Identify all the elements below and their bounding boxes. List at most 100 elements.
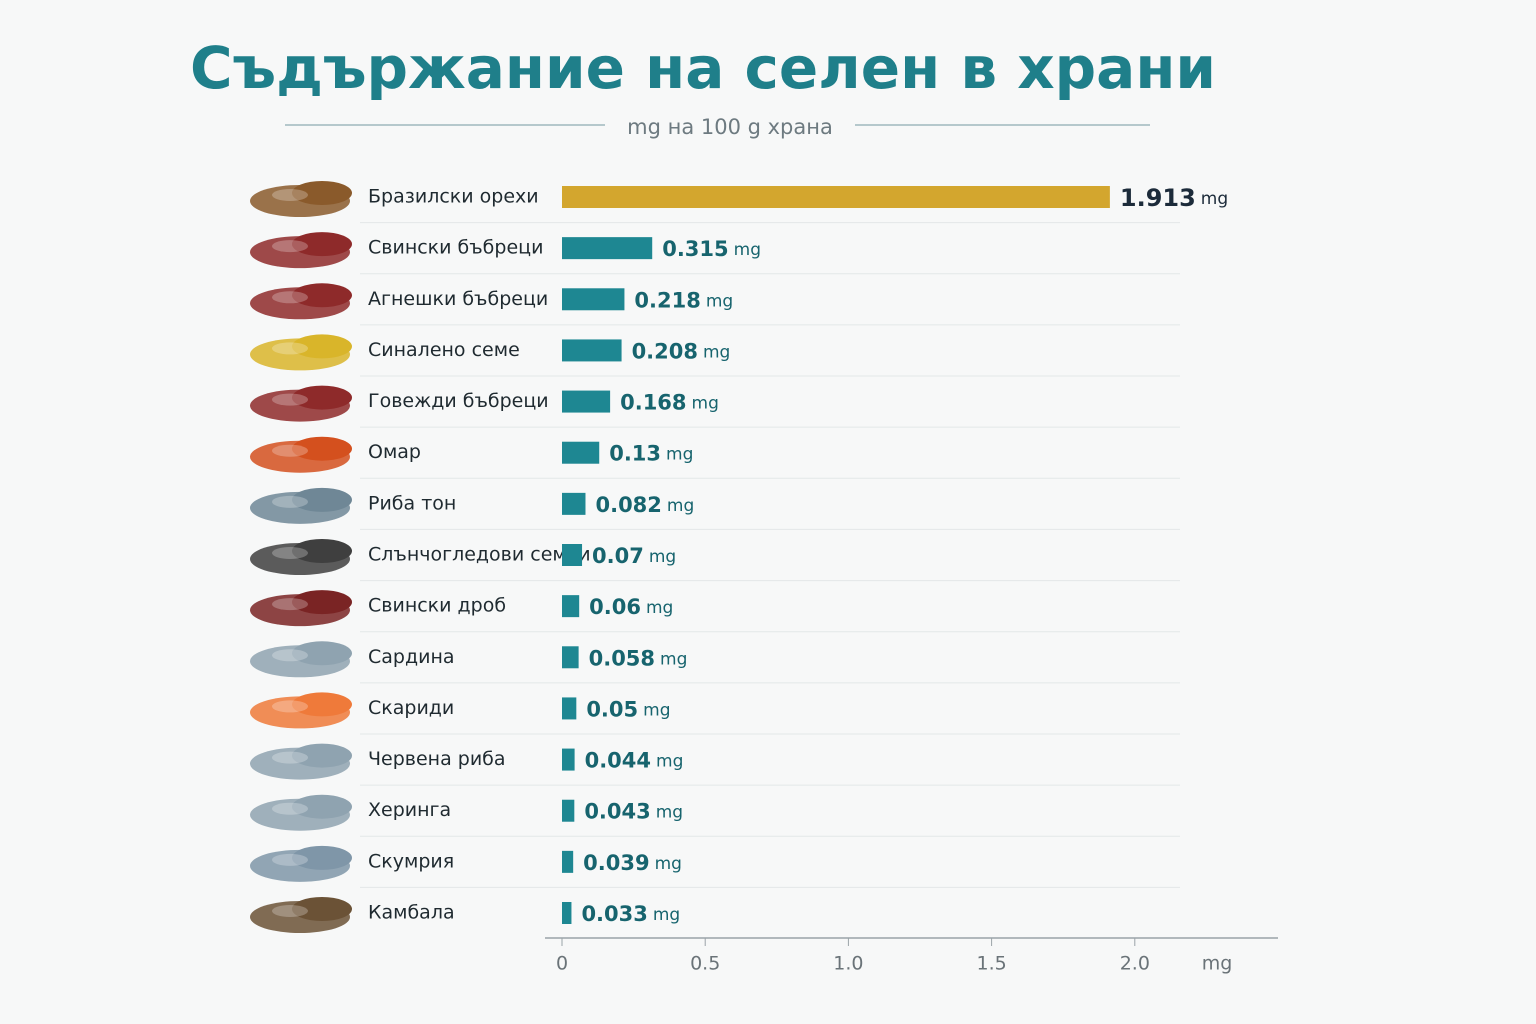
bar <box>562 339 622 362</box>
food-icon <box>250 487 352 524</box>
value-number: 0.06 <box>589 595 641 619</box>
category-label: Бразилски орехи <box>368 186 539 208</box>
bar <box>562 850 574 873</box>
food-shape <box>292 794 352 819</box>
food-shape <box>292 181 352 205</box>
value-label: 0.06 mg <box>589 595 673 619</box>
food-highlight <box>272 342 308 355</box>
food-highlight <box>272 189 308 201</box>
value-unit: mg <box>666 445 693 465</box>
value-label: 1.913 mg <box>1120 184 1228 212</box>
value-number: 0.058 <box>589 646 655 670</box>
bar <box>562 441 600 464</box>
value-label: 0.043 mg <box>584 800 683 824</box>
value-label: 0.039 mg <box>583 851 682 875</box>
food-icon <box>250 897 352 933</box>
x-tick-label: 0.5 <box>690 953 720 975</box>
bar <box>562 186 1110 208</box>
food-shape <box>292 539 352 563</box>
value-number: 0.07 <box>592 544 644 568</box>
bar <box>562 902 572 924</box>
value-label: 0.058 mg <box>589 646 688 670</box>
bar <box>562 492 586 515</box>
category-label: Слънчогледови семки <box>368 544 591 566</box>
food-shape <box>292 487 352 512</box>
food-icon <box>250 590 352 627</box>
food-icon <box>250 539 352 575</box>
category-label: Скариди <box>368 697 454 719</box>
food-icon <box>250 334 352 371</box>
food-icon <box>250 283 352 320</box>
food-icon <box>250 181 352 217</box>
food-icon <box>250 743 352 780</box>
food-shape <box>292 334 352 359</box>
value-label: 0.13 mg <box>609 442 693 466</box>
value-unit: mg <box>703 342 730 362</box>
value-number: 0.044 <box>585 749 651 773</box>
chart-title: Съдържание на селен в храни <box>190 34 1216 102</box>
food-shape <box>292 385 352 410</box>
food-icon <box>250 845 352 882</box>
food-shape <box>292 283 352 308</box>
food-highlight <box>272 240 308 253</box>
food-highlight <box>272 598 308 611</box>
value-number: 0.315 <box>662 237 728 261</box>
value-unit: mg <box>656 803 683 823</box>
food-icon <box>250 232 352 269</box>
food-highlight <box>272 905 308 917</box>
value-number: 0.039 <box>583 851 649 875</box>
food-shape <box>292 436 352 461</box>
value-number: 1.913 <box>1120 184 1196 212</box>
food-icon <box>250 794 352 831</box>
value-label: 0.208 mg <box>632 339 731 363</box>
value-number: 0.043 <box>584 800 650 824</box>
food-highlight <box>272 751 308 764</box>
value-number: 0.082 <box>595 493 661 517</box>
food-highlight <box>272 495 308 508</box>
value-unit: mg <box>734 240 761 260</box>
category-label: Свински дроб <box>368 595 506 617</box>
food-highlight <box>272 649 308 662</box>
value-unit: mg <box>655 854 682 874</box>
bar <box>562 544 583 566</box>
bar <box>562 237 653 260</box>
category-label: Свински бъбреци <box>368 237 543 259</box>
value-label: 0.033 mg <box>581 902 680 926</box>
food-shape <box>292 232 352 257</box>
value-label: 0.315 mg <box>662 237 761 261</box>
category-label: Камбала <box>368 902 455 924</box>
value-number: 0.05 <box>586 697 638 721</box>
value-unit: mg <box>692 394 719 414</box>
value-label: 0.168 mg <box>620 391 719 415</box>
value-unit: mg <box>643 700 670 720</box>
x-tick-label: 2.0 <box>1120 953 1150 975</box>
food-shape <box>292 743 352 768</box>
value-unit: mg <box>656 752 683 772</box>
value-unit: mg <box>667 496 694 516</box>
food-icon <box>250 641 352 678</box>
value-number: 0.168 <box>620 391 686 415</box>
food-highlight <box>272 700 308 713</box>
value-label: 0.082 mg <box>595 493 694 517</box>
x-tick-label: 1.5 <box>976 953 1006 975</box>
chart-subtitle: mg на 100 g храна <box>627 115 833 139</box>
value-unit: mg <box>706 291 733 311</box>
value-unit: mg <box>646 598 673 618</box>
food-highlight <box>272 393 308 406</box>
value-label: 0.044 mg <box>585 749 684 773</box>
category-label: Сардина <box>368 646 455 668</box>
food-highlight <box>272 853 308 866</box>
bar <box>562 646 579 669</box>
bar <box>562 799 575 822</box>
category-label: Синалено семе <box>368 339 520 361</box>
value-unit: mg <box>649 547 676 567</box>
x-axis-unit: mg <box>1202 953 1233 975</box>
bar <box>562 595 580 618</box>
food-highlight <box>272 444 308 457</box>
food-highlight <box>272 802 308 815</box>
value-label: 0.218 mg <box>634 288 733 312</box>
value-label: 0.05 mg <box>586 697 670 721</box>
value-label: 0.07 mg <box>592 544 676 568</box>
category-label: Агнешки бъбреци <box>368 288 548 310</box>
x-tick-label: 0 <box>556 953 568 975</box>
